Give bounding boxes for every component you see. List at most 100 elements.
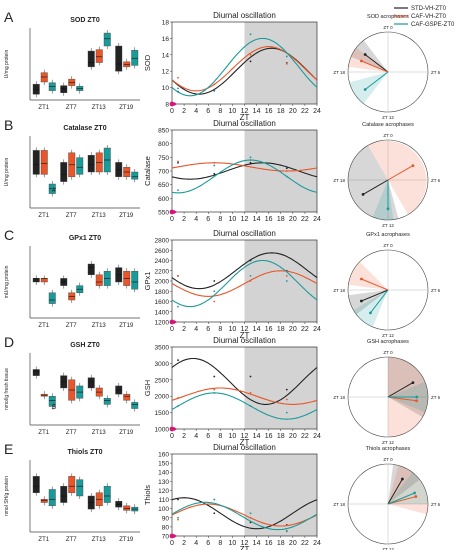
acrophase-point-caf [414, 495, 418, 498]
box-x-tick-label: ZT1 [38, 430, 49, 436]
y-tick-label: 1500 [155, 410, 170, 417]
start-marker [169, 209, 175, 215]
cosinor-curve-std [171, 497, 318, 530]
x-tick-label: 4 [194, 326, 198, 333]
polar-label-right: ZT 6 [431, 70, 441, 75]
box-x-tick-label: ZT13 [92, 105, 107, 111]
box-y-axis-label: mU/mg protein [4, 265, 10, 298]
box-chart-title: GSH ZT0 [70, 342, 100, 349]
x-tick-label: 2 [182, 540, 186, 547]
data-point-gspe [285, 530, 288, 533]
y-tick-label: 110 [159, 497, 170, 504]
acrophase-point-gspe [415, 395, 419, 399]
line-chart-title: Diurnal oscillation [213, 11, 276, 20]
acrophase-point-std [359, 299, 363, 303]
cosinor-curve-gspe [171, 392, 318, 420]
y-tick-label: 140 [158, 470, 169, 477]
data-point-gspe [249, 156, 252, 159]
box-caf [40, 150, 48, 175]
data-point-gspe [177, 516, 179, 519]
x-tick-label: 18 [277, 326, 285, 333]
y-tick-label: 2000 [155, 279, 170, 286]
legend-label-std: STD-VH-ZT0 [411, 6, 447, 12]
polar-title: Catalase acrophases [362, 122, 414, 128]
y-tick-label: 120 [158, 488, 169, 495]
y-tick-label: 1600 [155, 299, 170, 306]
y-axis-label: SOD [143, 54, 152, 71]
data-point-caf [249, 53, 252, 56]
data-point-std [213, 172, 216, 175]
cosinor-curve-std [171, 357, 318, 405]
box-caf [40, 72, 48, 83]
box-gspe [131, 50, 139, 66]
y-tick-label: 160 [158, 452, 169, 459]
box-caf [68, 476, 76, 493]
x-tick-label: 8 [218, 108, 222, 115]
acrophase-vector-caf [361, 60, 389, 73]
acrophase-point-std [361, 193, 365, 196]
box-std [32, 476, 40, 493]
box-gspe [76, 479, 84, 497]
box-y-axis-label: U/mg protein [4, 49, 10, 78]
box-x-tick-label: ZT13 [92, 213, 107, 219]
box-x-tick-label: ZT7 [66, 430, 77, 436]
y-tick-label: 80 [162, 524, 170, 531]
start-marker [169, 101, 175, 107]
box-caf [68, 78, 76, 86]
box-gspe [48, 82, 56, 91]
x-tick-label: 22 [301, 326, 309, 333]
cosinor-curve-std [171, 162, 318, 180]
box-x-tick-label: ZT13 [92, 537, 107, 543]
x-tick-label: 20 [289, 540, 297, 547]
x-tick-label: 6 [206, 326, 210, 333]
legend-label-caf: CAF-VH-ZT0 [411, 14, 447, 20]
x-tick-label: 12 [241, 433, 249, 440]
x-tick-label: 6 [206, 108, 210, 115]
y-axis-label: Thiols [143, 485, 152, 505]
x-tick-label: 14 [253, 216, 261, 223]
cosinor-curve-caf [171, 46, 318, 92]
acrophase-vector-std [361, 289, 389, 302]
line-chart-title: Diurnal oscillation [213, 336, 276, 345]
box-chart-title: SOD ZT0 [70, 17, 100, 24]
y-tick-label: 2000 [155, 394, 170, 401]
x-tick-label: 10 [229, 433, 237, 440]
y-tick-label: 3000 [155, 361, 170, 368]
y-tick-label: 650 [158, 182, 169, 189]
x-tick-label: 20 [289, 108, 297, 115]
data-point-std [213, 512, 216, 515]
data-point-caf [285, 274, 288, 277]
polar-label-top: ZT 0 [383, 133, 393, 138]
acrophase-vector-std [362, 179, 389, 195]
data-point-gspe [213, 164, 216, 167]
y-tick-label: 10 [162, 85, 170, 92]
acrophase-vector-caf [361, 278, 389, 291]
polar-label-right: ZT 6 [431, 502, 441, 507]
box-gspe [48, 396, 56, 407]
cosinor-curve-caf [171, 387, 318, 405]
x-tick-label: 6 [206, 216, 210, 223]
box-gspe [131, 171, 139, 180]
polar-label-left: ZT 18 [333, 502, 345, 507]
polar-label-left: ZT 18 [333, 288, 345, 293]
x-tick-label: 18 [277, 540, 285, 547]
panel-letter-C: C [4, 227, 14, 243]
box-std [32, 278, 40, 283]
box-gspe [103, 485, 111, 503]
start-marker-arrow [174, 320, 177, 324]
box-gspe [131, 271, 139, 290]
data-point-caf [177, 76, 179, 79]
y-tick-label: 8 [165, 102, 169, 109]
box-gspe [131, 402, 139, 409]
x-tick-label: 2 [182, 216, 186, 223]
significance-marker: $ [52, 404, 56, 411]
x-axis-label: ZT [240, 113, 250, 122]
polar-label-bottom: ZT 12 [382, 115, 394, 120]
acrophase-point-caf [359, 277, 363, 281]
x-tick-label: 4 [194, 216, 198, 223]
polar-label-right: ZT 6 [431, 288, 441, 293]
x-tick-label: 20 [289, 216, 297, 223]
polar-label-bottom: ZT 12 [382, 440, 394, 445]
x-tick-label: 10 [229, 108, 237, 115]
polar-label-bottom: ZT 12 [382, 547, 394, 550]
